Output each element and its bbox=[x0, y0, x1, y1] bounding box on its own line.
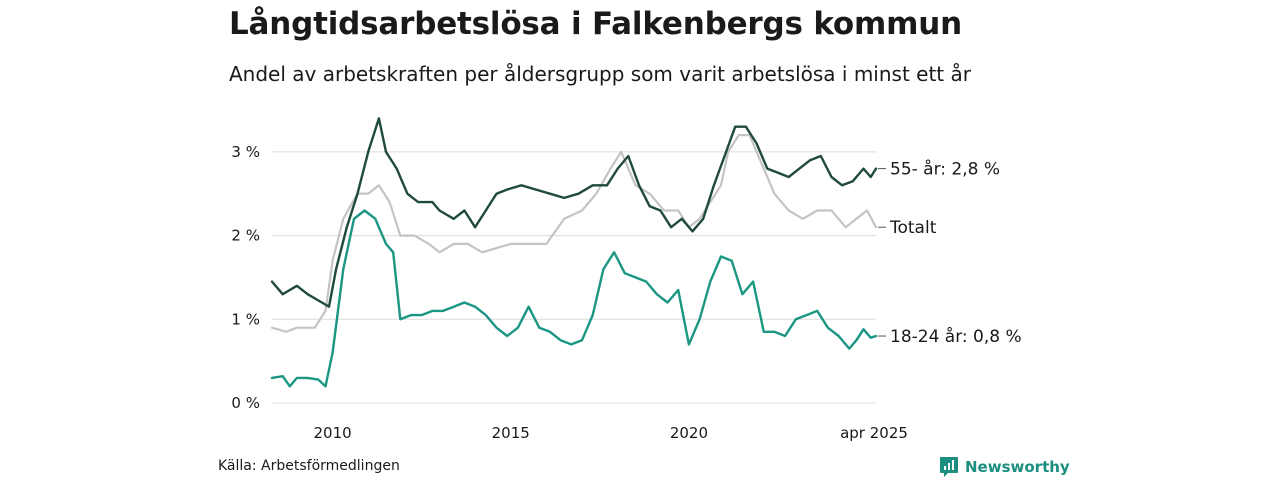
senior-end-label: 55- år: 2,8 % bbox=[890, 159, 1000, 180]
x-axis-tick-labels: 2010 2015 2020 apr 2025 bbox=[313, 424, 907, 442]
series-end-labels: Totalt 55- år: 2,8 % 18-24 år: 0,8 % bbox=[878, 159, 1022, 347]
gridlines bbox=[272, 151, 876, 404]
y-tick-label: 2 % bbox=[231, 227, 260, 245]
y-tick-label: 1 % bbox=[231, 310, 260, 328]
x-tick-label: 2010 bbox=[313, 424, 351, 442]
total-series-line bbox=[270, 134, 878, 333]
x-tick-label: 2015 bbox=[492, 424, 530, 442]
newsworthy-logo: Newsworthy bbox=[939, 456, 1070, 478]
y-tick-label: 0 % bbox=[231, 394, 260, 412]
y-axis-tick-labels: 0 % 1 % 2 % 3 % bbox=[231, 143, 260, 412]
series-lines bbox=[270, 117, 878, 388]
young-series-line bbox=[270, 209, 878, 388]
line-chart: 0 % 1 % 2 % 3 % 2010 2015 2020 apr 2025 Totalt… bbox=[231, 117, 1022, 442]
newsworthy-logo-icon bbox=[940, 457, 958, 477]
chart-subtitle: Andel av arbetskraften per åldersgrupp s… bbox=[229, 62, 971, 86]
newsworthy-logo-text: Newsworthy bbox=[965, 458, 1070, 476]
x-tick-label: 2020 bbox=[670, 424, 708, 442]
y-tick-label: 3 % bbox=[231, 143, 260, 161]
total-end-label: Totalt bbox=[889, 218, 937, 238]
source-note: Källa: Arbetsförmedlingen bbox=[218, 458, 400, 474]
senior-series-line bbox=[270, 117, 878, 308]
chart-title: Långtidsarbetslösa i Falkenbergs kommun bbox=[229, 6, 962, 42]
x-tick-label: apr 2025 bbox=[840, 424, 908, 442]
young-end-label: 18-24 år: 0,8 % bbox=[890, 326, 1022, 347]
